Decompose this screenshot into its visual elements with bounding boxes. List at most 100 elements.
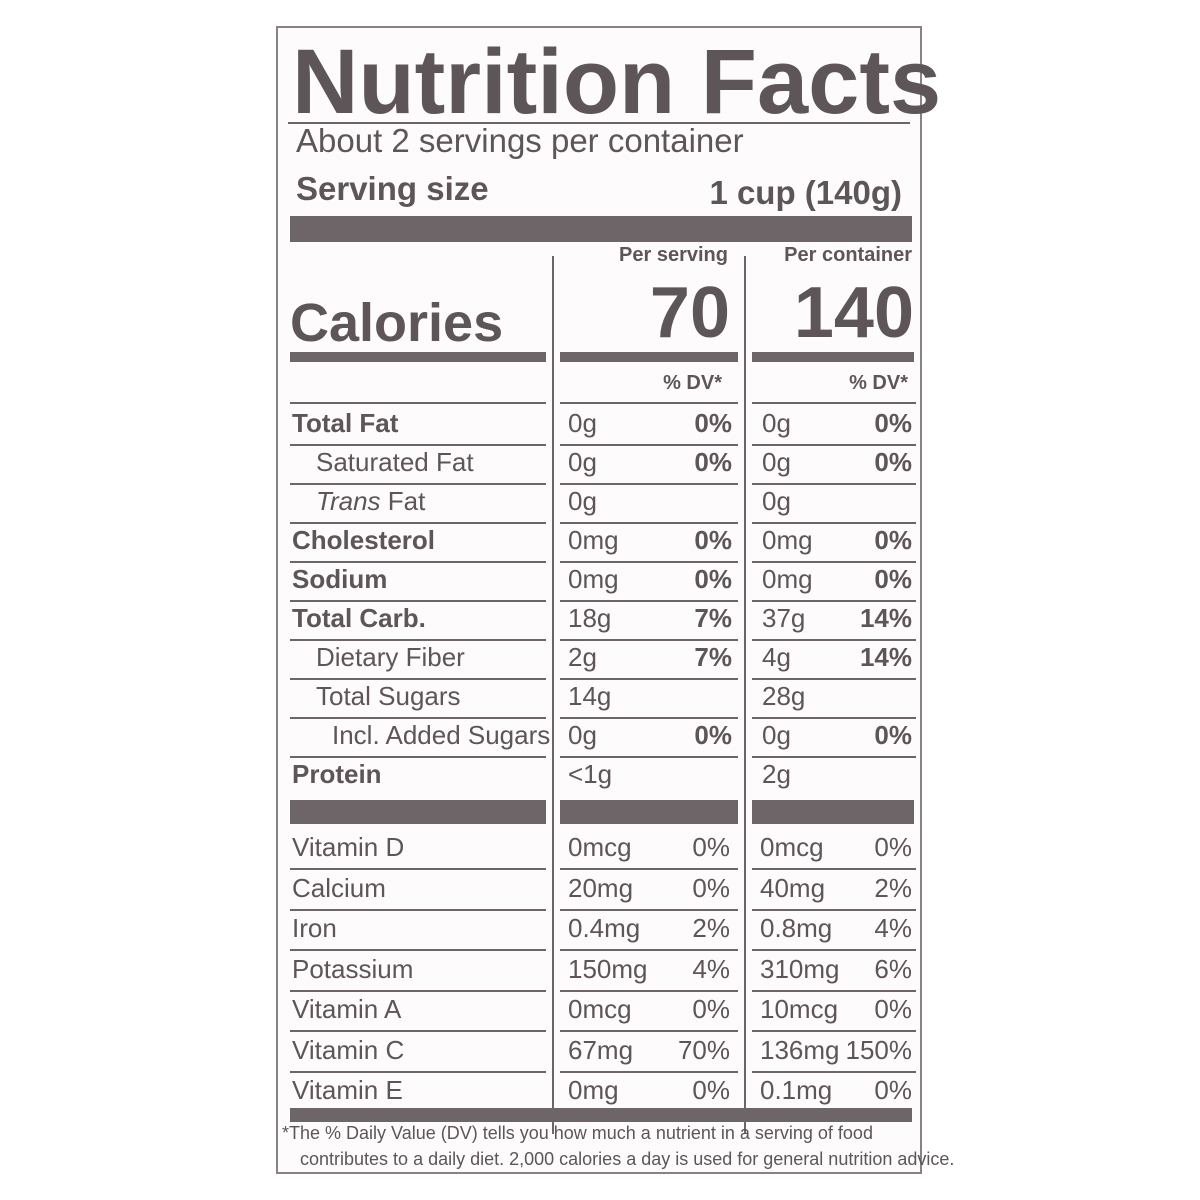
row-divider: [560, 444, 738, 446]
vitamin-name: Potassium: [292, 954, 414, 984]
serving-dv: 0%: [694, 720, 732, 750]
container-dv: 4%: [874, 913, 912, 943]
title-rule: [288, 122, 910, 124]
row-divider: [290, 444, 546, 446]
container-amount: 0g: [762, 447, 791, 477]
per-container-header: Per container: [784, 244, 912, 266]
serving-amount: 0g: [568, 408, 597, 438]
calories-bar-mid: [560, 352, 738, 362]
row-divider: [290, 949, 546, 951]
row-divider: [752, 600, 916, 602]
vitamin-bar-right: [752, 800, 914, 824]
serving-amount: 0mg: [568, 1075, 619, 1105]
row-divider: [752, 909, 916, 911]
column-divider-left: [552, 256, 554, 1134]
row-divider: [560, 639, 738, 641]
serving-dv: 7%: [694, 603, 732, 633]
calories-bar-right: [752, 352, 914, 362]
row-divider: [752, 522, 916, 524]
vitamin-name: Iron: [292, 913, 337, 943]
container-dv: 6%: [874, 954, 912, 984]
serving-amount: 150mg: [568, 954, 648, 984]
nutrient-name: Cholesterol: [292, 525, 436, 555]
row-divider: [560, 678, 738, 680]
vitamin-bar-mid: [560, 800, 738, 824]
serving-amount: 14g: [568, 681, 612, 711]
container-dv: 0%: [874, 720, 912, 750]
container-dv: 0%: [874, 408, 912, 438]
container-amount: 37g: [762, 603, 806, 633]
row-divider: [560, 1071, 738, 1073]
container-dv: 2%: [874, 873, 912, 903]
container-amount: 310mg: [760, 954, 840, 984]
vitamin-name: Vitamin C: [292, 1035, 405, 1065]
row-divider: [290, 990, 546, 992]
serving-amount: 0g: [568, 486, 597, 516]
row-divider: [290, 522, 546, 524]
vitamin-bar-left: [290, 800, 546, 824]
nutrient-name: Sodium: [292, 564, 388, 594]
container-amount: 40mg: [760, 873, 826, 903]
per-serving-header: Per serving: [619, 244, 728, 266]
nutrient-name-italic: Trans: [316, 486, 381, 516]
serving-dv: 4%: [692, 954, 730, 984]
container-amount: 10mcg: [760, 994, 839, 1024]
nutrient-name: Incl. Added Sugars: [332, 720, 551, 750]
vitamin-name: Vitamin A: [292, 994, 402, 1024]
serving-amount: 0g: [568, 720, 597, 750]
nutrient-name: Protein: [292, 759, 382, 789]
container-amount: 0g: [762, 720, 791, 750]
nutrient-name: Dietary Fiber: [316, 642, 465, 672]
dv-header-divider: [290, 402, 546, 404]
row-divider: [290, 561, 546, 563]
serving-dv: 2%: [692, 913, 730, 943]
servings-per-container: About 2 servings per container: [296, 122, 744, 159]
row-divider: [752, 561, 916, 563]
dv-header-divider: [560, 402, 738, 404]
row-divider: [560, 1030, 738, 1032]
serving-dv: 0%: [692, 873, 730, 903]
serving-amount: 18g: [568, 603, 612, 633]
container-dv: 0%: [874, 564, 912, 594]
container-amount: 2g: [762, 759, 791, 789]
container-dv: 150%: [845, 1035, 913, 1065]
serving-amount: 67mg: [568, 1035, 634, 1065]
row-divider: [752, 678, 916, 680]
row-divider: [290, 909, 546, 911]
serving-amount: 0.4mg: [568, 913, 641, 943]
column-divider-right: [744, 256, 746, 1134]
container-dv: 0%: [874, 1075, 912, 1105]
serving-dv: 0%: [694, 447, 732, 477]
serving-amount: <1g: [568, 759, 613, 789]
serving-amount: 20mg: [568, 873, 634, 903]
calories-per-serving: 70: [649, 273, 730, 353]
serving-amount: 2g: [568, 642, 597, 672]
row-divider: [752, 990, 916, 992]
container-amount: 0mcg: [760, 832, 824, 862]
footnote-line-1: *The % Daily Value (DV) tells you how mu…: [282, 1123, 873, 1143]
serving-amount: 0mcg: [568, 832, 632, 862]
vitamin-name: Vitamin E: [292, 1075, 403, 1105]
row-divider: [752, 868, 916, 870]
row-divider: [752, 949, 916, 951]
nutrient-name: Trans Fat: [316, 486, 425, 517]
serving-dv: 0%: [692, 1075, 730, 1105]
row-divider: [752, 717, 916, 719]
serving-size-value: 1 cup (140g): [709, 174, 902, 211]
row-divider: [752, 756, 916, 758]
row-divider: [560, 949, 738, 951]
row-divider: [560, 483, 738, 485]
serving-dv: 70%: [677, 1035, 730, 1065]
row-divider: [290, 868, 546, 870]
serving-dv: 0%: [692, 994, 730, 1024]
footnote-line-2: contributes to a daily diet. 2,000 calor…: [300, 1149, 955, 1169]
container-dv: 0%: [874, 447, 912, 477]
container-amount: 0g: [762, 486, 791, 516]
row-divider: [290, 1071, 546, 1073]
dv-header-serving: % DV*: [663, 372, 722, 394]
thick-divider-top: [290, 216, 912, 242]
row-divider: [290, 639, 546, 641]
row-divider: [752, 1030, 916, 1032]
container-amount: 0mg: [762, 564, 813, 594]
container-dv: 0%: [874, 832, 912, 862]
